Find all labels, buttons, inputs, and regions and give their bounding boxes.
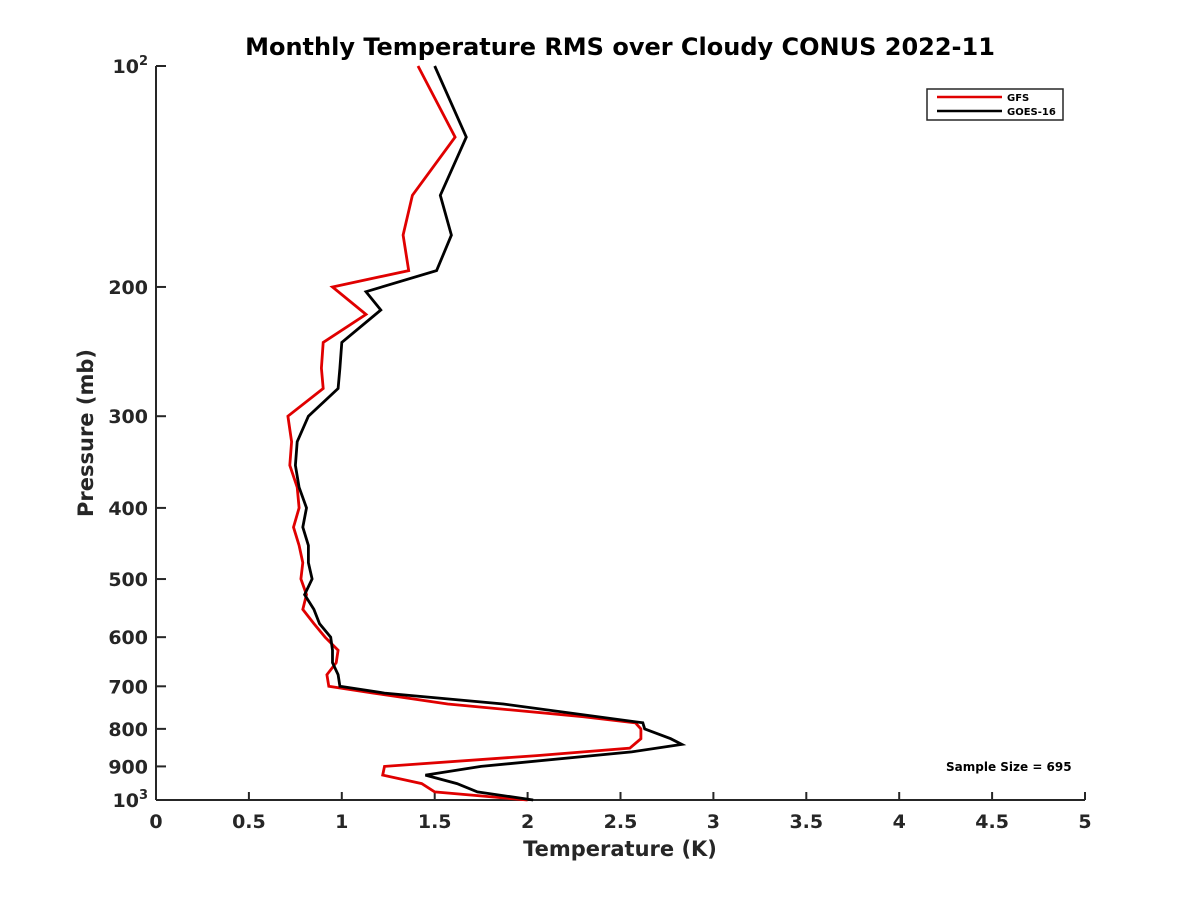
y-tick-label: 300 [108, 406, 148, 428]
y-tick-label: 400 [108, 498, 148, 520]
y-tick-label: 600 [108, 627, 148, 649]
legend: GFS GOES-16 [926, 88, 1064, 121]
legend-label-goes-16: GOES-16 [1007, 107, 1056, 118]
x-tick-label: 0.5 [232, 811, 266, 833]
legend-box [926, 88, 1064, 121]
legend-label-gfs: GFS [1007, 93, 1029, 104]
y-tick-label: 200 [108, 277, 148, 299]
y-tick-label: 800 [108, 719, 148, 741]
y-tick-label: 700 [108, 676, 148, 698]
y-tick-label: 103 [113, 788, 149, 812]
y-axis-label: Pressure (mb) [74, 349, 98, 517]
x-tick-label: 1 [335, 811, 348, 833]
series-line-goes-16 [293, 65, 687, 802]
x-tick-label: 1.5 [418, 811, 452, 833]
x-tick-label: 3.5 [789, 811, 823, 833]
series-lines [286, 65, 687, 802]
x-tick-label: 4 [893, 811, 906, 833]
plot-area: 0 0.5 1 1.5 2 2.5 3 3.5 4 4.5 5 102 200 300 400 500 600… [108, 54, 1091, 833]
y-tick-label: 900 [108, 756, 148, 778]
x-tick-label: 3 [707, 811, 720, 833]
y-tick-label: 500 [108, 569, 148, 591]
y-tick-label: 102 [113, 54, 149, 78]
x-axis-label: Temperature (K) [523, 837, 717, 861]
sample-size-annotation: Sample Size = 695 [946, 760, 1072, 774]
x-tick-label: 5 [1078, 811, 1091, 833]
x-tick-label: 2.5 [604, 811, 638, 833]
chart-title: Monthly Temperature RMS over Cloudy CONU… [245, 33, 995, 61]
x-tick-label: 4.5 [975, 811, 1009, 833]
x-tick-label: 0 [149, 811, 162, 833]
y-ticks: 102 200 300 400 500 600 700 800 900 103 [108, 54, 166, 812]
x-tick-label: 2 [521, 811, 534, 833]
x-ticks: 0 0.5 1 1.5 2 2.5 3 3.5 4 4.5 5 [149, 792, 1092, 833]
series-line-gfs [286, 65, 643, 802]
